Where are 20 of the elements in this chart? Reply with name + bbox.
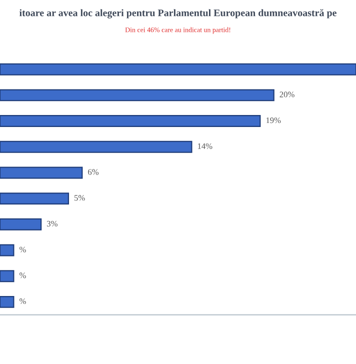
data-label: % xyxy=(20,272,26,278)
data-label: % xyxy=(20,298,26,304)
bar xyxy=(0,296,14,308)
chart-title: itoare ar avea loc alegeri pentru Parlamentul European dumneavoastră pe xyxy=(19,9,336,18)
data-label: 5% xyxy=(74,195,85,201)
bar xyxy=(0,89,274,102)
bar xyxy=(0,244,14,256)
data-label: % xyxy=(20,246,26,252)
bar xyxy=(0,115,261,128)
bar xyxy=(0,218,42,230)
data-label: 19% xyxy=(266,117,281,124)
data-label: 6% xyxy=(88,169,99,175)
data-label: 14% xyxy=(198,143,212,149)
data-label: 3% xyxy=(47,220,58,227)
bar xyxy=(0,140,192,153)
bar xyxy=(0,192,70,205)
data-label: 20% xyxy=(280,92,294,98)
bar xyxy=(0,166,83,179)
bar xyxy=(0,63,356,76)
bar xyxy=(0,270,14,282)
